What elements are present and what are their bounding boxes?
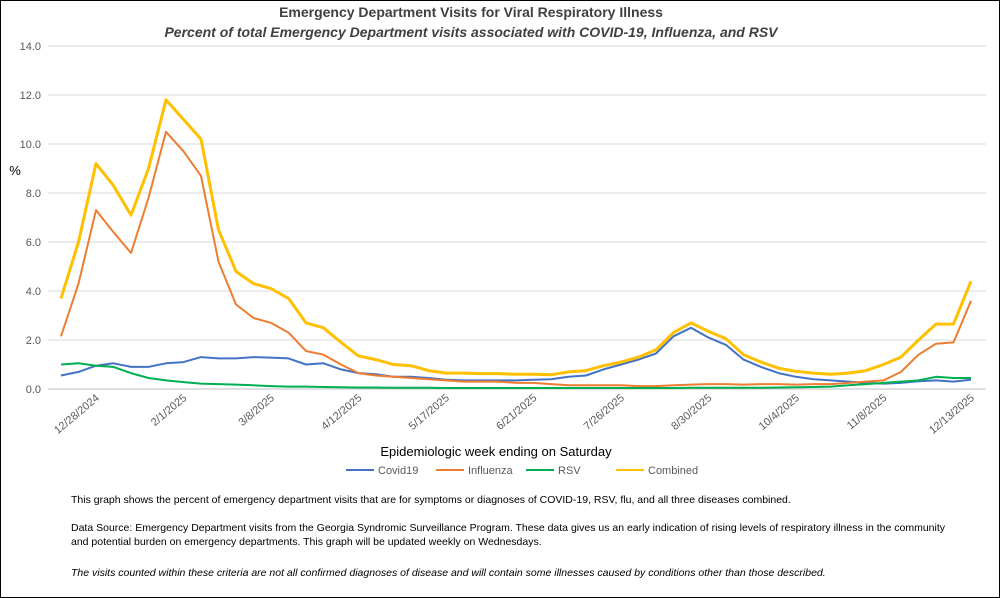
legend-label: RSV [558,465,581,477]
legend-label: Combined [648,465,698,477]
y-tick-label: 10.0 [20,139,41,151]
note: This graph shows the percent of emergenc… [71,494,791,506]
y-tick-label: 6.0 [26,237,41,249]
y-tick-label: 14.0 [20,41,41,53]
y-tick-label: 2.0 [26,335,41,347]
x-tick-label: 5/17/2025 [407,392,452,433]
y-tick-label: 8.0 [26,188,41,200]
y-tick-label: 12.0 [20,90,41,102]
y-axis-label: % [9,163,21,178]
x-tick-label: 6/21/2025 [494,392,539,433]
note: Data Source: Emergency Department visits… [71,522,946,548]
chart-title: Emergency Department Visits for Viral Re… [279,4,663,20]
x-tick-label: 4/12/2025 [319,392,364,433]
x-tick-label: 12/28/2024 [52,392,102,437]
chart: Emergency Department Visits for Viral Re… [9,4,986,477]
y-tick-label: 0.0 [26,384,41,396]
series-line [60,362,971,389]
x-tick-label: 10/4/2025 [757,392,802,433]
y-tick-label: 4.0 [26,286,41,298]
legend-label: Covid19 [378,465,418,477]
x-tick-label: 12/13/2025 [927,392,977,437]
x-tick-label: 2/1/2025 [149,392,190,429]
series-line [60,130,972,388]
x-tick-label: 8/30/2025 [669,392,714,433]
note: The visits counted within these criteria… [71,567,826,579]
x-tick-label: 11/8/2025 [845,392,890,432]
chart-subtitle: Percent of total Emergency Department vi… [164,24,779,40]
series-line [60,326,972,385]
x-tick-label: 7/26/2025 [582,392,627,433]
series-line [59,98,973,377]
legend-label: Influenza [468,465,514,477]
x-tick-label: 3/8/2025 [236,392,277,429]
x-axis-label: Epidemiologic week ending on Saturday [380,444,612,459]
